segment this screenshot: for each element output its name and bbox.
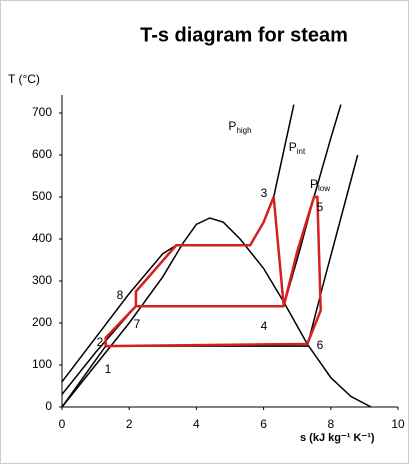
y-tick-label: 500 (32, 189, 52, 203)
series-line (61, 217, 372, 408)
annotation: Phigh (228, 119, 251, 135)
x-tick-label: 2 (126, 417, 133, 431)
annotation: 1 (105, 362, 112, 376)
annotation: 4 (261, 319, 268, 333)
chart-title: T-s diagram for steam (140, 24, 348, 46)
annotation-sub: low (318, 184, 330, 193)
annotation-text: 3 (261, 186, 268, 200)
series-line (61, 154, 359, 408)
x-tick-label: 6 (260, 417, 267, 431)
annotation-text: 2 (97, 335, 104, 349)
annotation-sub: int (297, 147, 306, 156)
annotation-text: 4 (261, 319, 268, 333)
annotation: 2 (97, 335, 104, 349)
y-tick-label: 100 (32, 357, 52, 371)
y-tick-label: 700 (32, 105, 52, 119)
annotation: 5 (317, 200, 324, 214)
annotation-text: 5 (317, 200, 324, 214)
y-tick-label: 300 (32, 273, 52, 287)
x-tick-label: 0 (59, 417, 66, 431)
annotation: 6 (317, 338, 324, 352)
annotation-text: 7 (134, 317, 141, 331)
annotation: Pint (289, 140, 306, 156)
series-line (104, 195, 322, 348)
annotation-text: P (228, 119, 236, 133)
annotation: 8 (117, 288, 124, 302)
x-tick-label: 8 (327, 417, 334, 431)
annotation-text: 6 (317, 338, 324, 352)
y-tick-label: 200 (32, 315, 52, 329)
x-tick-label: 10 (391, 417, 405, 431)
annotation-text: 1 (105, 362, 112, 376)
annotation-text: P (310, 177, 318, 191)
y-axis-label: T (°C) (8, 72, 40, 86)
annotation: Plow (310, 177, 330, 193)
annotation: 7 (134, 317, 141, 331)
annotation: 3 (261, 186, 268, 200)
annotation-text: P (289, 140, 297, 154)
x-axis-label: s (kJ kg⁻¹ K⁻¹) (300, 432, 375, 444)
annotation-text: 8 (117, 288, 124, 302)
annotation-sub: high (236, 126, 251, 135)
y-tick-label: 400 (32, 231, 52, 245)
x-tick-label: 4 (193, 417, 200, 431)
y-tick-label: 0 (45, 399, 52, 413)
y-tick-label: 600 (32, 147, 52, 161)
